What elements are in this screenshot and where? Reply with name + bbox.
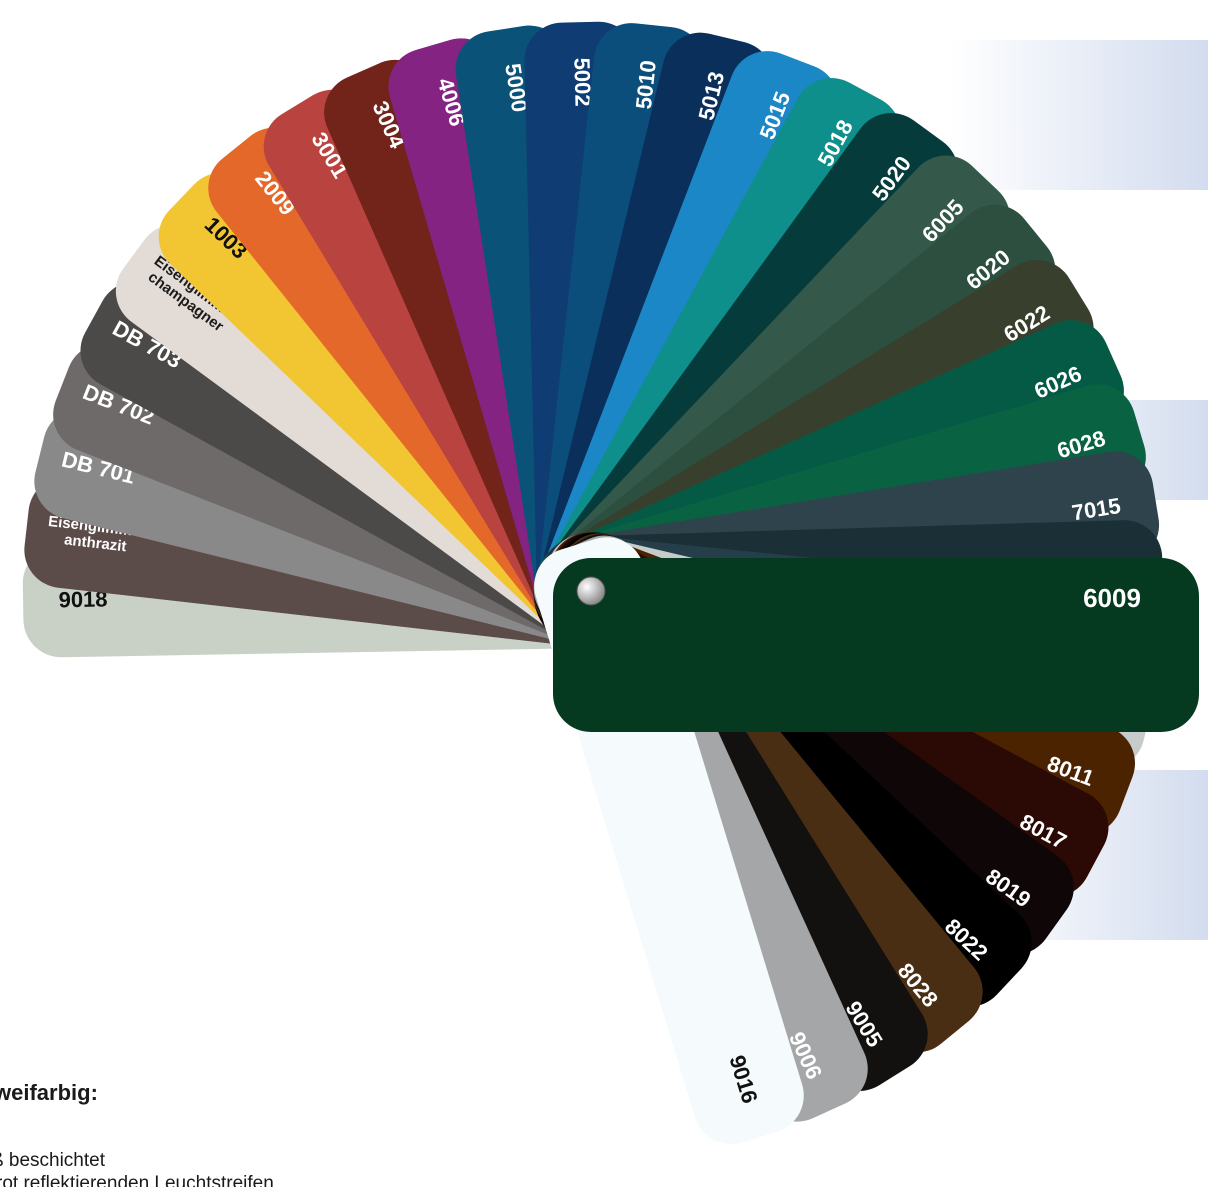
front-card-label: 6009 bbox=[1083, 583, 1141, 613]
swatch-card-front-6009: 6009 bbox=[553, 558, 1199, 732]
pivot-rivet-icon bbox=[576, 576, 606, 606]
background-band-top bbox=[948, 40, 1208, 190]
footnote: weifarbig: ß beschichtet rot reflektiere… bbox=[0, 1080, 360, 1187]
footnote-heading: weifarbig: bbox=[0, 1080, 98, 1105]
footnote-line-1: ß beschichtet bbox=[0, 1150, 105, 1171]
footnote-line-2: rot reflektierenden Leuchtstreifen bbox=[0, 1173, 274, 1187]
front-card-body bbox=[553, 558, 1199, 732]
